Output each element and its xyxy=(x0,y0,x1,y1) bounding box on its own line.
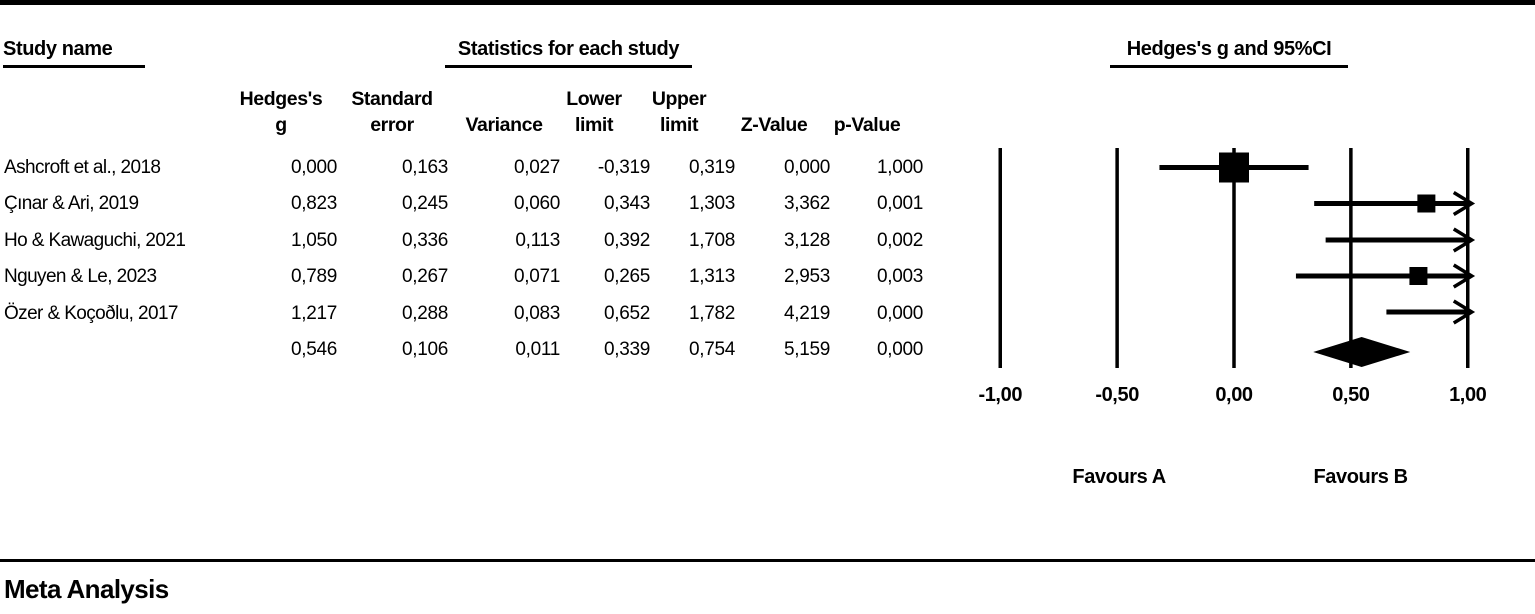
cell-standard-error: 0,267 xyxy=(401,266,448,288)
section-title-study-name: Study name xyxy=(3,38,145,68)
cell-z-value: 3,362 xyxy=(783,193,830,215)
cell-study-name: Çınar & Ari, 2019 xyxy=(4,193,139,215)
cell-p-value: 0,003 xyxy=(876,266,923,288)
arrow-right-icon xyxy=(1452,191,1476,216)
cell-variance: 0,071 xyxy=(513,266,560,288)
axis-tick-label: -0,50 xyxy=(1095,384,1139,406)
arrow-right-icon xyxy=(1452,299,1476,325)
cell-lower-limit: 0,265 xyxy=(603,266,650,288)
cell-study-name: Nguyen & Le, 2023 xyxy=(4,266,157,288)
effect-square xyxy=(1417,194,1436,213)
axis-tick-label: 0,50 xyxy=(1332,384,1370,406)
cell-p-value: 0,000 xyxy=(876,338,923,360)
cell-upper-limit: 1,708 xyxy=(688,229,735,251)
cell-variance: 0,060 xyxy=(513,193,560,215)
cell-variance: 0,083 xyxy=(513,302,560,324)
cell-study-name: Ho & Kawaguchi, 2021 xyxy=(4,229,186,251)
arrow-right-icon xyxy=(1452,227,1476,253)
favours-a-label: Favours A xyxy=(1072,466,1166,488)
effect-square xyxy=(1219,152,1249,183)
cell-variance: 0,113 xyxy=(515,229,560,251)
cell-study-name: Ashcroft et al., 2018 xyxy=(4,157,161,178)
column-header-hedges-g: Hedges's g xyxy=(239,88,323,136)
cell-study-name: Özer & Koçoðlu, 2017 xyxy=(4,302,178,324)
cell-hedges-g: 1,050 xyxy=(290,229,337,251)
cell-variance: 0,011 xyxy=(515,338,560,360)
cell-p-value: 0,000 xyxy=(876,302,923,324)
cell-hedges-g: 0,823 xyxy=(290,193,337,215)
cell-variance: 0,027 xyxy=(513,157,560,178)
table-row: Ho & Kawaguchi, 2021 1,050 0,336 0,113 0,392… xyxy=(0,223,940,259)
cell-upper-limit: 0,754 xyxy=(688,338,735,360)
table-row: Ashcroft et al., 2018 0,000 0,163 0,027 -0,3… xyxy=(0,150,940,186)
column-header-standard-error: Standard error xyxy=(351,88,433,136)
cell-hedges-g: 0,000 xyxy=(290,157,337,178)
column-header-variance: Variance xyxy=(465,114,543,136)
bottom-rule xyxy=(0,559,1535,562)
cell-standard-error: 0,245 xyxy=(401,193,448,215)
cell-hedges-g: 1,217 xyxy=(290,302,337,324)
cell-lower-limit: 0,392 xyxy=(603,229,650,251)
top-rule xyxy=(0,0,1535,5)
cell-lower-limit: 0,339 xyxy=(603,338,650,360)
cell-z-value: 3,128 xyxy=(783,229,830,251)
cell-p-value: 1,000 xyxy=(876,157,923,178)
cell-lower-limit: -0,319 xyxy=(597,157,650,178)
meta-analysis-label: Meta Analysis xyxy=(4,574,169,604)
favours-b-label: Favours B xyxy=(1313,466,1408,488)
cell-hedges-g: 0,546 xyxy=(290,338,337,360)
cell-upper-limit: 1,303 xyxy=(688,193,735,215)
table-row: Çınar & Ari, 2019 0,823 0,245 0,060 0,343 1,3… xyxy=(0,186,940,222)
column-header-z-value: Z-Value xyxy=(740,114,808,136)
table-row: 0,546 0,106 0,011 0,339 0,754 5,159 0,000 xyxy=(0,332,940,368)
cell-standard-error: 0,163 xyxy=(401,157,448,178)
column-header-upper-limit: Upper limit xyxy=(651,88,707,136)
statistics-table: Ashcroft et al., 2018 0,000 0,163 0,027 -0,3… xyxy=(0,150,940,368)
cell-standard-error: 0,336 xyxy=(401,229,448,251)
cell-upper-limit: 1,313 xyxy=(688,266,735,288)
arrow-right-icon xyxy=(1452,263,1476,289)
axis-tick-label: 1,00 xyxy=(1449,384,1487,406)
cell-z-value: 0,000 xyxy=(783,157,830,178)
cell-lower-limit: 0,343 xyxy=(603,193,650,215)
cell-upper-limit: 0,319 xyxy=(688,157,735,178)
cell-study-name xyxy=(4,332,244,368)
column-header-p-value: p-Value xyxy=(833,114,901,136)
column-header-lower-limit: Lower limit xyxy=(566,88,622,136)
section-title-statistics: Statistics for each study xyxy=(445,38,692,68)
cell-hedges-g: 0,789 xyxy=(290,266,337,288)
section-title-plot: Hedges's g and 95%CI xyxy=(1110,38,1348,68)
cell-z-value: 2,953 xyxy=(783,266,830,288)
table-row: Özer & Koçoðlu, 2017 1,217 0,288 0,083 0,652… xyxy=(0,296,940,332)
cell-z-value: 5,159 xyxy=(783,338,830,360)
axis-tick-label: -1,00 xyxy=(978,384,1023,406)
cell-p-value: 0,001 xyxy=(876,193,923,215)
table-row: Nguyen & Le, 2023 0,789 0,267 0,071 0,265 1,3… xyxy=(0,259,940,295)
cell-p-value: 0,002 xyxy=(876,229,923,251)
cell-standard-error: 0,106 xyxy=(401,338,448,360)
effect-square xyxy=(1409,267,1428,285)
summary-diamond xyxy=(1313,337,1411,367)
cell-upper-limit: 1,782 xyxy=(688,302,735,324)
cell-z-value: 4,219 xyxy=(783,302,830,324)
axis-tick-label: 0,00 xyxy=(1215,384,1253,406)
cell-standard-error: 0,288 xyxy=(401,302,448,324)
cell-lower-limit: 0,652 xyxy=(603,302,650,324)
